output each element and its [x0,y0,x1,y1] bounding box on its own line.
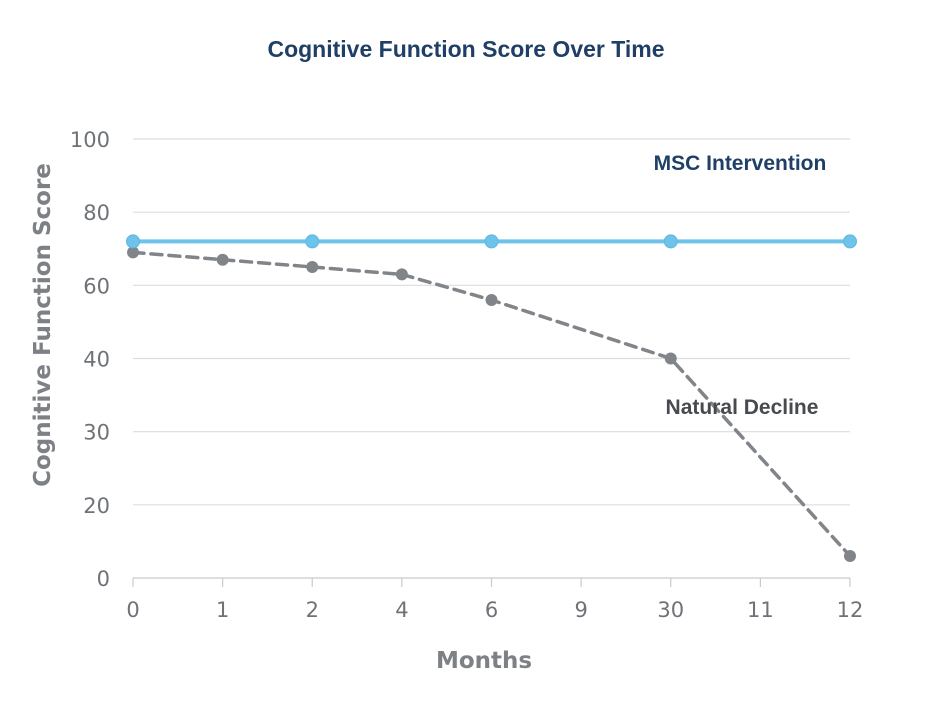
x-axis: 0 1 2 4 6 9 30 11 12 [126,578,863,622]
data-point-natural-decline [485,293,498,306]
series-group [126,234,857,563]
x-tick-label: 30 [657,598,684,622]
x-tick-label: 11 [747,598,774,622]
data-point-natural-decline [844,550,856,563]
data-point-msc-intervention [663,234,678,249]
data-point-natural-decline [127,246,139,259]
y-tick-label: 40 [83,348,110,372]
y-axis-ticks: 100 80 60 40 30 20 0 [70,128,110,591]
data-point-natural-decline [664,352,677,365]
x-tick-label: 9 [574,598,587,622]
y-axis-label: Cognitive Function Score [30,163,56,487]
data-point-msc-intervention [126,234,140,249]
data-point-msc-intervention [843,234,857,249]
y-tick-label: 80 [83,201,110,225]
y-tick-label: 20 [83,494,110,518]
y-tick-label: 100 [70,128,110,152]
data-point-natural-decline [395,268,408,281]
series-label-msc-intervention: MSC Intervention [654,152,827,175]
y-tick-label: 0 [97,567,110,591]
x-tick-label: 0 [126,598,139,622]
x-tick-label: 6 [485,598,498,622]
data-point-natural-decline [306,261,319,274]
data-point-natural-decline [216,253,229,266]
y-tick-label: 60 [83,274,110,298]
x-axis-label: Months [436,648,532,674]
data-point-msc-intervention [484,234,499,249]
chart-title: Cognitive Function Score Over Time [267,36,664,62]
grid [133,138,850,579]
series-label-natural-decline: Natural Decline [666,396,819,419]
data-point-msc-intervention [305,234,320,249]
x-tick-label: 12 [837,598,864,622]
y-tick-label: 30 [83,421,110,445]
x-tick-label: 1 [216,598,229,622]
x-tick-label: 2 [306,598,319,622]
x-tick-label: 4 [395,598,408,622]
